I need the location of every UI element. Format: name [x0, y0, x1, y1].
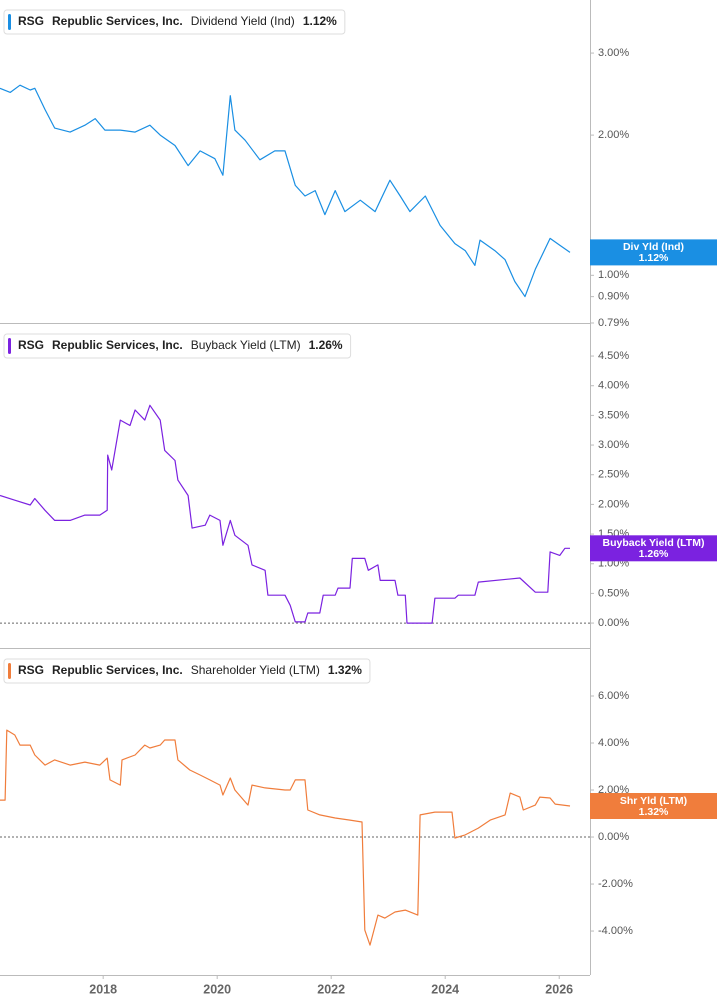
y-tick-label: 1.00%: [598, 269, 629, 281]
legend-box: [3, 9, 346, 35]
legend-company: Republic Services, Inc.: [52, 338, 183, 352]
legend-ticker: RSG: [18, 338, 44, 352]
y-tick-label: 0.00%: [598, 831, 629, 843]
badge-value: 1.26%: [639, 548, 669, 560]
x-tick-label: 2020: [203, 982, 231, 996]
y-tick-label: 0.50%: [598, 587, 629, 599]
y-tick-label: 3.50%: [598, 409, 629, 421]
y-tick-label: 6.00%: [598, 690, 629, 702]
value-badge: [590, 535, 717, 562]
y-tick-label: 0.90%: [598, 291, 629, 303]
y-tick-label: 2.50%: [598, 469, 629, 481]
y-tick-label: 2.00%: [598, 498, 629, 510]
badge-value: 1.12%: [639, 252, 669, 264]
legend-swatch: [8, 663, 11, 679]
legend-swatch: [8, 14, 11, 30]
data-line: [0, 84, 571, 298]
data-line: [0, 404, 570, 624]
badge-label: Div Yld (Ind): [623, 241, 684, 253]
badge-label: Buyback Yield (LTM): [603, 537, 705, 549]
legend-company: Republic Services, Inc.: [52, 663, 183, 677]
x-tick-label: 2024: [431, 982, 459, 996]
legend-company: Republic Services, Inc.: [52, 14, 183, 28]
legend: RSG Republic Services, Inc. Buyback Yield …: [3, 333, 352, 359]
legend-value: 1.32%: [328, 663, 362, 677]
legend-box: [3, 333, 352, 359]
value-badge: [590, 239, 717, 266]
y-tick-label: 4.00%: [598, 380, 629, 392]
legend-title: Dividend Yield (Ind): [191, 14, 295, 28]
legend: RSG Republic Services, Inc. Shareholder Yi…: [3, 658, 371, 684]
y-tick-label: -4.00%: [598, 925, 633, 937]
data-line: [0, 729, 571, 946]
y-tick-label: 2.00%: [598, 784, 629, 796]
y-tick-label: 2.00%: [598, 129, 629, 141]
legend: RSG Republic Services, Inc. Dividend Yield…: [3, 9, 346, 35]
legend-box: [3, 658, 371, 684]
y-tick-label: 3.00%: [598, 47, 629, 59]
legend-value: 1.26%: [309, 338, 343, 352]
y-tick-label: -2.00%: [598, 878, 633, 890]
x-tick-label: 2026: [545, 982, 573, 996]
y-tick-label: 0.00%: [598, 617, 629, 629]
y-tick-label: 3.00%: [598, 439, 629, 451]
y-tick-label: 4.00%: [598, 737, 629, 749]
legend-title: Shareholder Yield (LTM): [191, 663, 320, 677]
legend-ticker: RSG: [18, 663, 44, 677]
y-tick-label: 0.79%: [598, 317, 629, 329]
legend-ticker: RSG: [18, 14, 44, 28]
badge-label: Shr Yld (LTM): [620, 795, 687, 807]
legend-title: Buyback Yield (LTM): [191, 338, 301, 352]
value-badge: [590, 793, 717, 820]
badge-value: 1.32%: [639, 806, 669, 818]
x-tick-label: 2022: [317, 982, 345, 996]
y-tick-label: 4.50%: [598, 350, 629, 362]
legend-value: 1.12%: [303, 14, 337, 28]
x-tick-label: 2018: [89, 982, 117, 996]
legend-swatch: [8, 338, 11, 354]
